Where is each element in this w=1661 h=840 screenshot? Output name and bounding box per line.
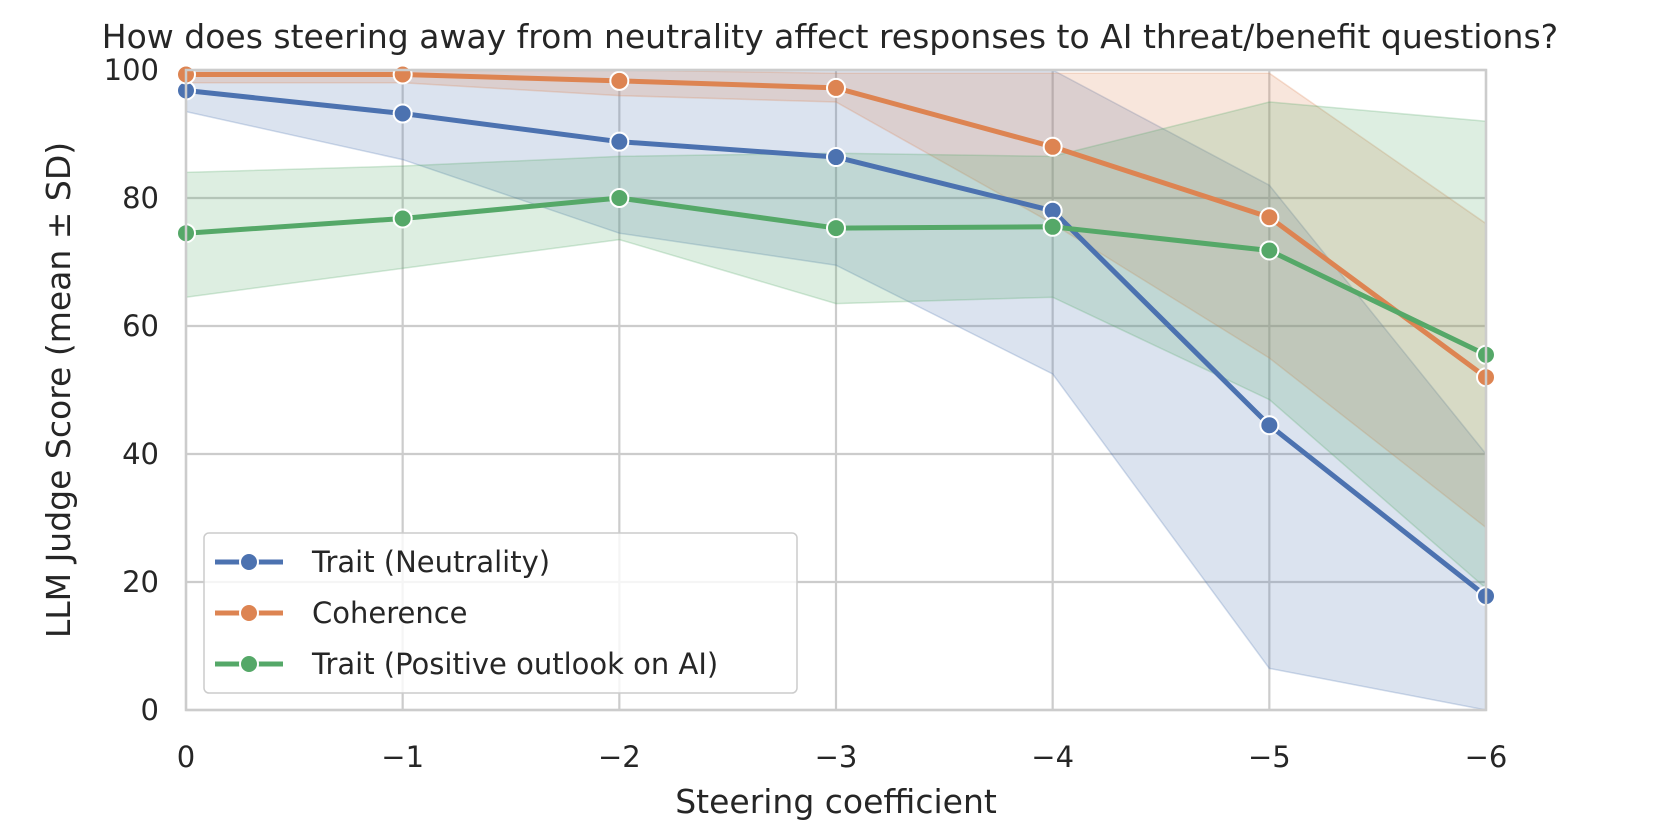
- x-tick-label: −5: [1248, 740, 1291, 774]
- x-axis-label: Steering coefficient: [675, 782, 997, 821]
- sd-band-trait-neutrality: [186, 70, 1486, 710]
- data-point-coherence: [1042, 136, 1063, 157]
- data-point-coherence: [392, 64, 413, 85]
- chart-title: How does steering away from neutrality a…: [102, 17, 1558, 56]
- legend-box: [203, 532, 798, 694]
- x-tick-label: −4: [1031, 740, 1074, 774]
- data-point-trait-positive-outlook-on-ai: [826, 218, 846, 239]
- data-point-trait-positive-outlook-on-ai: [1259, 240, 1280, 261]
- legend-marker: [239, 654, 259, 674]
- data-point-trait-neutrality: [392, 103, 413, 124]
- y-tick-labels: 0 20 40 60 80 100: [104, 53, 159, 727]
- legend-label: Trait (Positive outlook on AI): [311, 647, 718, 681]
- y-tick-label: 60: [122, 309, 159, 343]
- x-tick-label: −1: [381, 740, 424, 774]
- legend-marker: [239, 552, 259, 572]
- legend-label: Coherence: [312, 596, 468, 630]
- y-tick-label: 40: [122, 437, 159, 471]
- data-point-coherence: [826, 77, 846, 98]
- x-tick-label: −6: [1465, 740, 1508, 774]
- y-tick-label: 100: [104, 53, 159, 87]
- y-tick-label: 0: [141, 693, 159, 727]
- data-point-trait-positive-outlook-on-ai: [392, 208, 413, 229]
- sd-band-trait-positive-outlook-on-ai: [186, 101, 1486, 590]
- x-tick-label: 0: [177, 740, 195, 774]
- y-tick-label: 80: [122, 181, 159, 215]
- data-point-trait-neutrality: [1259, 415, 1280, 436]
- legend-label: Trait (Neutrality): [311, 545, 550, 579]
- legend-marker: [239, 603, 259, 623]
- x-tick-labels: 0 −1 −2 −3 −4 −5 −6: [177, 740, 1508, 774]
- data-point-trait-neutrality: [826, 147, 846, 168]
- data-point-coherence: [609, 70, 630, 91]
- y-tick-label: 20: [122, 565, 159, 599]
- x-tick-label: −3: [815, 740, 858, 774]
- plot-frame: [184, 68, 1488, 712]
- legend: Trait (Neutrality) Coherence Trait (Positi…: [203, 532, 798, 694]
- data-point-trait-positive-outlook-on-ai: [1042, 216, 1063, 237]
- data-point-trait-positive-outlook-on-ai: [609, 188, 630, 208]
- data-point-coherence: [1259, 207, 1280, 228]
- data-point-trait-neutrality: [609, 131, 630, 152]
- y-axis-label: LLM Judge Score (mean ± SD): [39, 142, 78, 638]
- x-tick-label: −2: [598, 740, 641, 774]
